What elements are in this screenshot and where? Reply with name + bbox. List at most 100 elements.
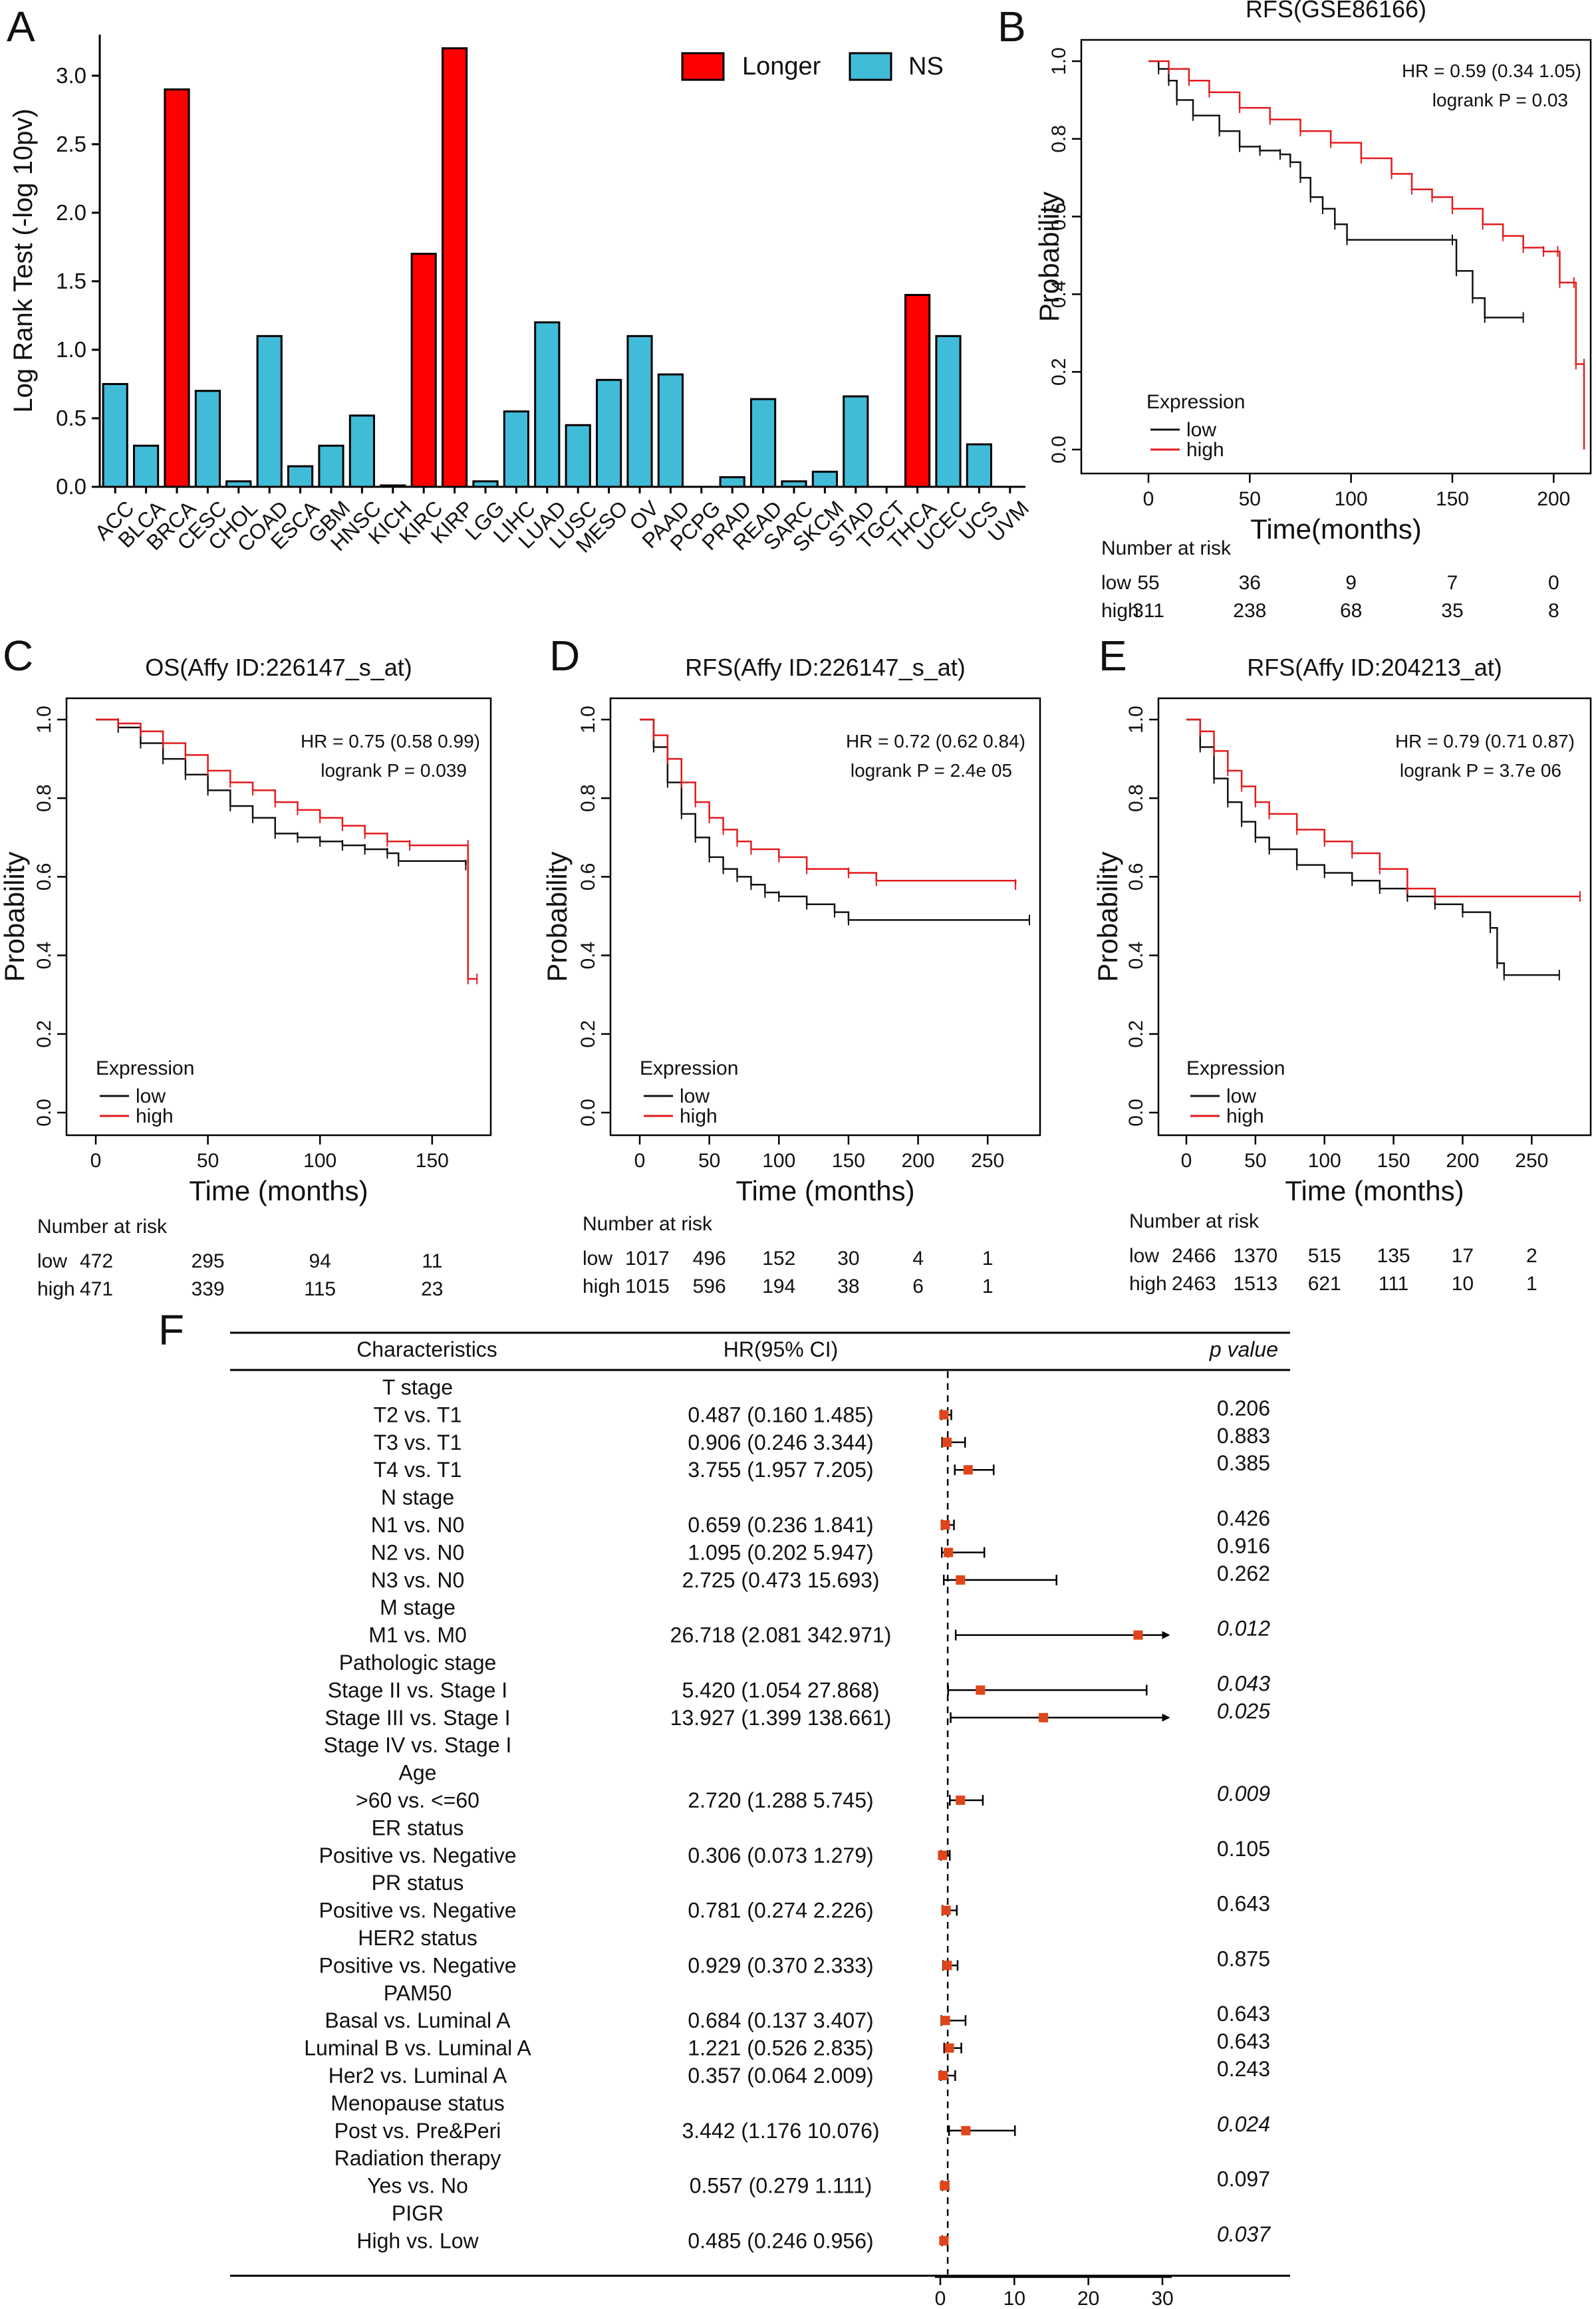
hr-point — [938, 1850, 948, 1860]
legend-label-ns: NS — [908, 53, 944, 80]
bar-blca — [133, 444, 160, 488]
row-label: >60 vs. <=60 — [356, 1788, 479, 1812]
panel-e-km-plot: RFS(Affy ID:204213_at) 0.0 0.2 0.4 0.6 0.8 1.0… — [1092, 654, 1592, 1295]
x-tick-label: 0 — [1181, 1150, 1192, 1172]
risk-row-label-high: high — [1129, 1273, 1167, 1295]
x-tick-label: 100 — [303, 1150, 336, 1172]
legend-label-high: high — [1226, 1105, 1264, 1127]
plot-title: RFS(GSE86166) — [1246, 0, 1426, 23]
risk-high-value: 68 — [1340, 600, 1362, 622]
legend-swatch-longer — [681, 52, 725, 81]
legend-title: Expression — [1146, 391, 1245, 413]
legend-label-high: high — [680, 1105, 718, 1127]
risk-high-value: 238 — [1233, 600, 1266, 622]
row-hr-value: 0.487 (0.160 1.485) — [688, 1403, 873, 1426]
plot-title: RFS(Affy ID:204213_at) — [1247, 654, 1502, 681]
risk-low-value: 2 — [1526, 1245, 1537, 1267]
hr-point — [939, 2236, 949, 2246]
row-group-header: PIGR — [392, 2201, 444, 2225]
row-label: Positive vs. Negative — [319, 1953, 516, 1977]
logrank-text: logrank P = 0.039 — [321, 760, 467, 781]
hr-point — [1039, 1712, 1049, 1722]
bar-read — [750, 398, 777, 488]
bar-kirp — [442, 47, 468, 488]
forest-x-tick-label: 30 — [1151, 2288, 1173, 2309]
bar-skcm — [811, 470, 838, 488]
bar-stad — [843, 395, 869, 488]
row-p-value: 0.243 — [1217, 2057, 1270, 2081]
forest-x-tick-label: 0 — [935, 2288, 946, 2309]
row-label: T2 vs. T1 — [374, 1403, 462, 1426]
km-curve-high — [1186, 718, 1580, 898]
y-tick-label: 0.4 — [1048, 281, 1070, 309]
plot-frame — [609, 697, 1041, 1137]
panel-d-km-plot: RFS(Affy ID:226147_s_at) 0.0 0.2 0.4 0.6 0.8 1… — [541, 654, 1041, 1297]
row-hr-value: 0.557 (0.279 1.111) — [690, 2174, 872, 2198]
bar-cesc — [194, 390, 221, 488]
risk-low-value: 1 — [982, 1248, 994, 1270]
risk-high-value: 115 — [304, 1278, 336, 1300]
y-tick-label: 0.0 — [577, 1099, 599, 1127]
risk-low-value: 11 — [422, 1250, 442, 1272]
bar-lihc — [503, 410, 529, 488]
x-axis-label: Time (months) — [1285, 1175, 1464, 1206]
risk-high-value: 194 — [762, 1276, 795, 1297]
hr-point — [1133, 1630, 1143, 1640]
y-tick-label: 0.5 — [56, 406, 86, 430]
y-axis-label: Probability — [1092, 851, 1123, 982]
row-p-value: 0.916 — [1217, 1534, 1270, 1558]
risk-table-title: Number at risk — [583, 1213, 713, 1235]
x-tick-label: 150 — [1377, 1150, 1410, 1172]
risk-low-value: 515 — [1308, 1245, 1341, 1267]
row-p-value: 0.097 — [1217, 2167, 1270, 2191]
bar-ov — [626, 335, 653, 488]
bar-luad — [534, 321, 561, 488]
y-axis-label: Probability — [541, 851, 573, 982]
bar-brca — [164, 88, 190, 488]
bar-ucs — [966, 443, 992, 488]
hr-point — [941, 1905, 951, 1915]
panel-letter-b: B — [998, 3, 1026, 51]
risk-table-title: Number at risk — [1101, 537, 1232, 559]
row-group-header: Menopause status — [331, 2091, 505, 2115]
y-tick-label: 2.5 — [56, 132, 86, 156]
hr-point — [944, 1548, 954, 1558]
bar-ucec — [935, 335, 962, 488]
bar-esca — [287, 465, 314, 488]
row-p-value: 0.206 — [1217, 1396, 1270, 1420]
risk-high-value: 1 — [982, 1276, 994, 1297]
row-label: Her2 vs. Luminal A — [329, 2064, 507, 2088]
x-axis-label: Time (months) — [189, 1175, 368, 1206]
hr-text: HR = 0.75 (0.58 0.99) — [301, 731, 480, 751]
row-label: T3 vs. T1 — [374, 1430, 462, 1454]
risk-low-value: 30 — [837, 1248, 859, 1270]
risk-high-value: 6 — [912, 1276, 924, 1297]
x-tick-label: 50 — [1239, 488, 1261, 510]
plot-frame — [1080, 39, 1592, 475]
row-group-header: ER status — [372, 1816, 464, 1839]
row-group-header: Age — [399, 1761, 437, 1785]
row-label: Luminal B vs. Luminal A — [304, 2036, 531, 2060]
y-tick-label: 1.0 — [33, 706, 55, 734]
col-header-characteristics: Characteristics — [356, 1337, 497, 1361]
y-tick-label: 0.0 — [33, 1099, 55, 1127]
risk-low-value: 1370 — [1233, 1245, 1277, 1267]
panel-a-bar-chart: 0.0 0.5 1.0 1.5 2.0 2.5 3.0 Log Rank Test (-log… — [9, 35, 1033, 557]
risk-table-title: Number at risk — [37, 1216, 168, 1238]
y-tick-label: 0.0 — [1048, 436, 1070, 464]
panel-letter-a: A — [7, 3, 35, 51]
x-tick-label: 150 — [416, 1150, 449, 1172]
row-hr-value: 0.781 (0.274 2.226) — [688, 1899, 873, 1923]
hr-point — [956, 1796, 966, 1805]
row-p-value-significant: 0.037 — [1217, 2222, 1271, 2246]
legend-label-low: low — [1186, 419, 1216, 441]
row-p-value: 0.643 — [1217, 1892, 1270, 1916]
y-axis-label: Probability — [1033, 192, 1065, 322]
row-label: N3 vs. N0 — [371, 1568, 464, 1592]
row-p-value-significant: 0.009 — [1217, 1782, 1270, 1806]
bar-kirc — [410, 253, 437, 488]
y-tick-label: 0.6 — [33, 863, 55, 891]
risk-high-value: 10 — [1452, 1273, 1474, 1295]
col-header-hr: HR(95% CI) — [724, 1337, 838, 1361]
y-tick-label: 0.0 — [56, 474, 86, 499]
